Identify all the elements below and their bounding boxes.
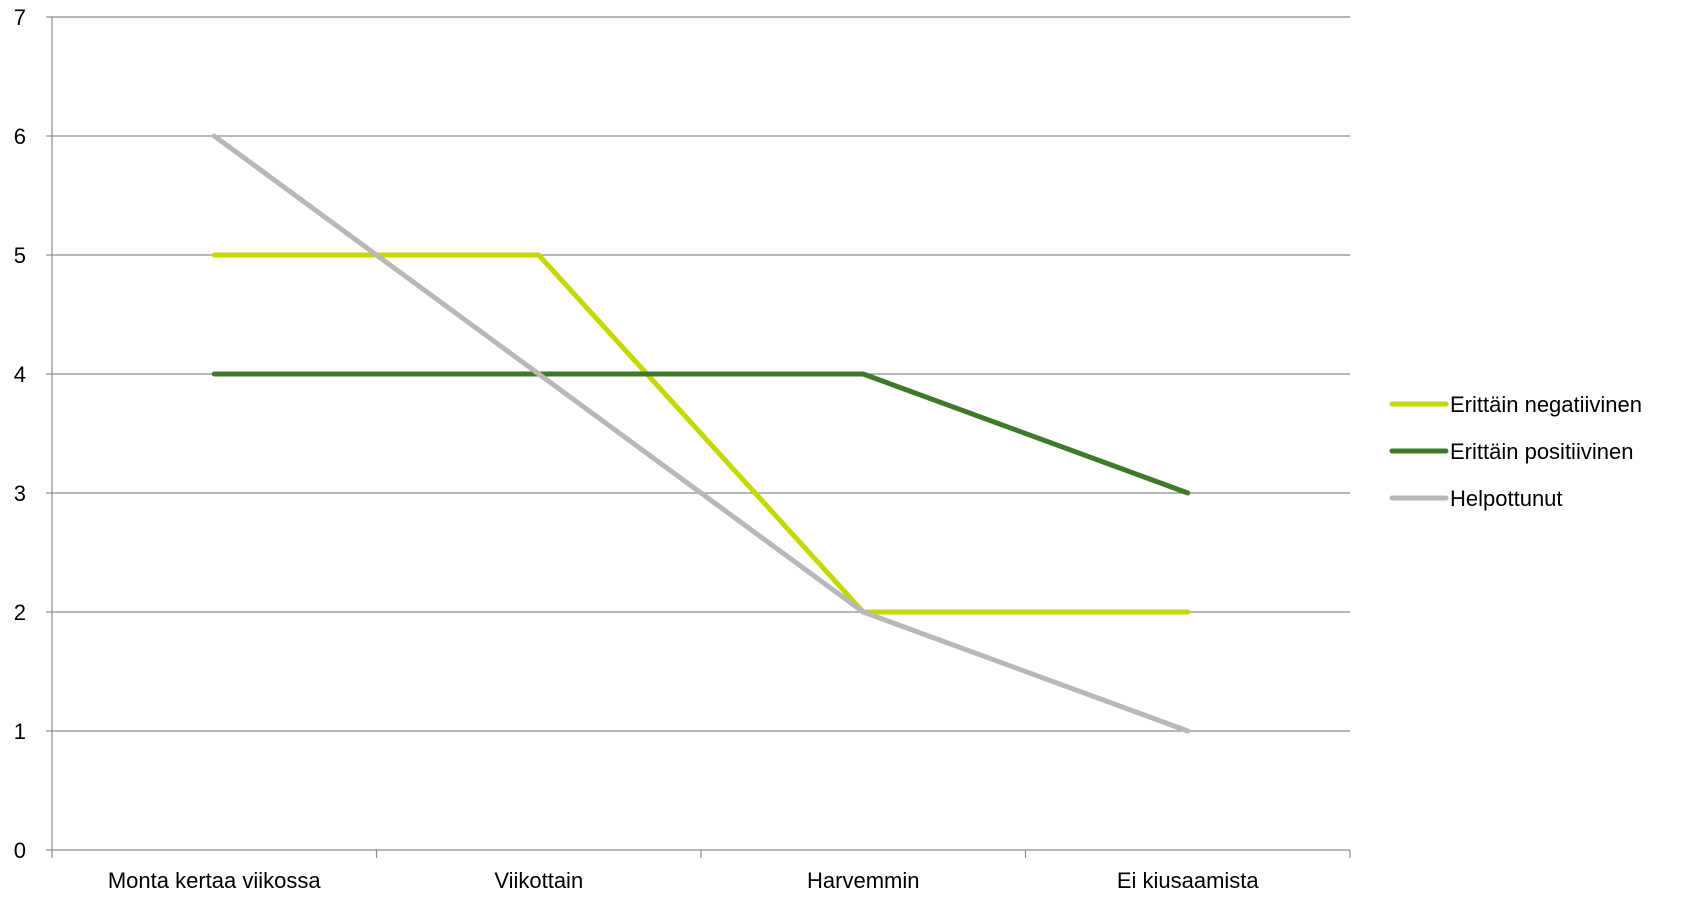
series-line-2 (211, 371, 1191, 496)
y-tick-label: 3 (14, 481, 26, 506)
y-tick-label: 5 (14, 243, 26, 268)
x-tick-label: Monta kertaa viikossa (108, 868, 322, 893)
y-tick-label: 7 (14, 5, 26, 30)
y-tick-label: 0 (14, 838, 26, 863)
legend-label: Helpottunut (1450, 486, 1563, 511)
legend-label: Erittäin negatiivinen (1450, 392, 1642, 417)
series-line-3 (211, 133, 1191, 734)
y-tick-label: 6 (14, 124, 26, 149)
y-tick-label: 2 (14, 600, 26, 625)
x-tick-label: Viikottain (494, 868, 583, 893)
legend-label: Erittäin positiivinen (1450, 439, 1633, 464)
x-tick-label: Harvemmin (807, 868, 919, 893)
y-tick-label: 1 (14, 719, 26, 744)
y-tick-label: 4 (14, 362, 26, 387)
series-line-1 (211, 252, 1191, 615)
x-tick-label: Ei kiusaamista (1117, 868, 1260, 893)
